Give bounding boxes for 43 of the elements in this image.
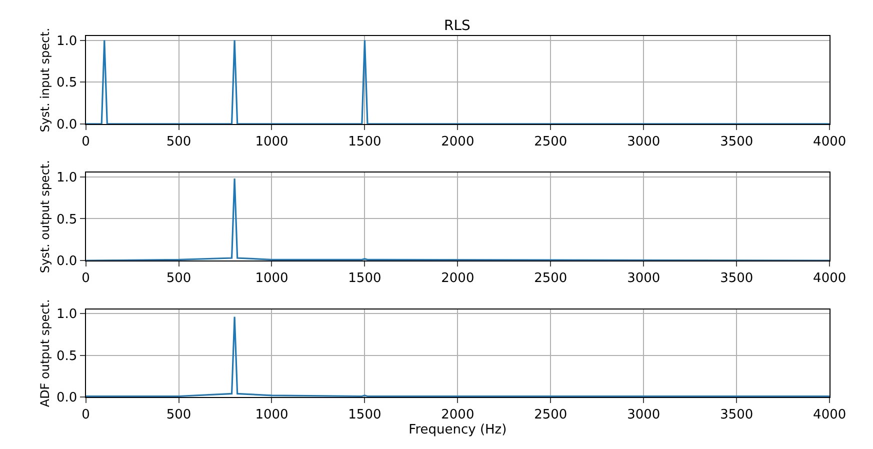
x-tick-label: 500 — [166, 134, 192, 150]
x-tick-label: 1500 — [348, 134, 382, 150]
x-tick-label: 2500 — [534, 271, 568, 286]
x-tick-label: 2000 — [441, 408, 474, 423]
x-tick-label: 2000 — [441, 134, 474, 150]
x-tick-label: 500 — [166, 408, 192, 423]
x-axis-title: Frequency (Hz) — [408, 422, 507, 438]
y-tick-label: 0.5 — [56, 348, 78, 364]
x-tick-label: 3500 — [720, 271, 754, 286]
x-tick-label: 3000 — [627, 408, 660, 423]
y-tick-label: 0.0 — [56, 390, 78, 406]
x-tick-label: 1000 — [255, 408, 288, 423]
x-tick-label: 500 — [166, 271, 192, 286]
x-tick-label: 0 — [82, 134, 90, 150]
y-axis-title: Syst. input spect. — [38, 28, 52, 132]
x-tick-label: 3000 — [627, 134, 660, 150]
x-tick-label: 3000 — [627, 271, 660, 286]
x-tick-label: 4000 — [813, 408, 846, 423]
x-tick-label: 0 — [82, 271, 90, 286]
y-axis-title: Syst. output spect. — [38, 160, 52, 274]
y-tick-label: 0.5 — [56, 76, 78, 91]
y-tick-label: 0.0 — [56, 254, 78, 270]
x-tick-label: 1000 — [255, 134, 288, 150]
x-tick-label: 1000 — [255, 271, 288, 286]
y-tick-label: 1.0 — [56, 34, 78, 49]
x-tick-label: 2500 — [534, 134, 568, 150]
line-series — [86, 178, 830, 261]
x-tick-label: 2000 — [441, 271, 474, 286]
x-tick-label: 3500 — [720, 408, 754, 423]
x-tick-label: 2500 — [534, 408, 568, 423]
x-tick-label: 3500 — [720, 134, 754, 150]
x-tick-label: 1500 — [348, 408, 382, 423]
x-tick-label: 4000 — [813, 134, 846, 150]
x-tick-label: 1500 — [348, 271, 382, 286]
y-axis-title: ADF output spect. — [38, 299, 52, 408]
chart-title: RLS — [444, 18, 471, 34]
y-tick-label: 1.0 — [56, 170, 78, 186]
x-tick-label: 4000 — [813, 271, 846, 286]
y-tick-label: 0.0 — [56, 117, 78, 132]
y-tick-label: 0.5 — [56, 212, 78, 228]
y-tick-label: 1.0 — [56, 307, 78, 322]
x-tick-label: 0 — [82, 408, 90, 423]
line-series — [86, 316, 830, 398]
